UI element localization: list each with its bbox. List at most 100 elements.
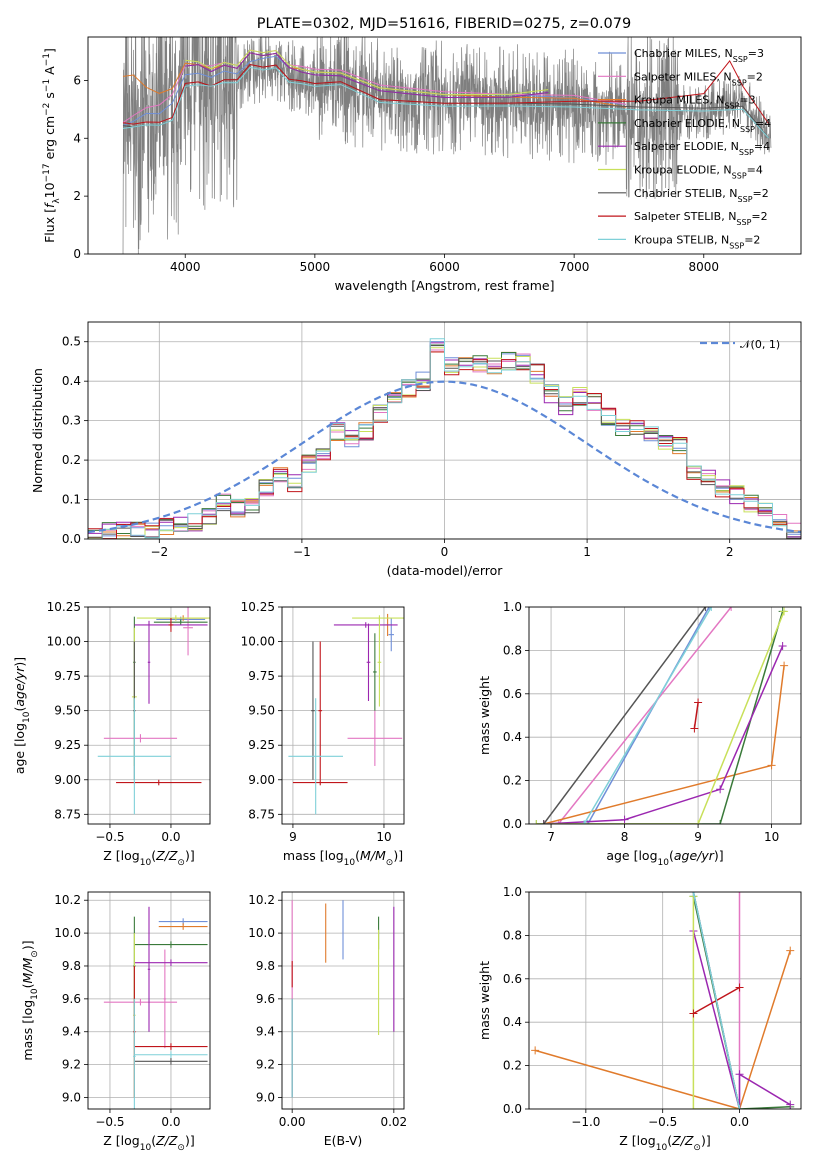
y-tick-label: 8.75 — [248, 807, 275, 821]
model-line — [122, 59, 770, 125]
y-tick-label: 9.50 — [54, 704, 81, 718]
label-part: age/yr — [12, 666, 27, 707]
legend-name: Kroupa STELIB, N — [634, 233, 729, 246]
x-tick-label: −0.5 — [648, 1115, 677, 1129]
label-part: ] — [42, 48, 57, 53]
y-tick-label: 10.25 — [241, 600, 275, 614]
legend-entry: Chabrier MILES, NSSP=3 — [634, 47, 764, 64]
weight-line — [557, 607, 732, 824]
y-tick-label: 9.75 — [54, 669, 81, 683]
label-part: mass weight — [477, 676, 492, 755]
y-tick-label: 9.8 — [256, 959, 275, 973]
axes-frame-weight_vs_Z — [528, 891, 802, 1110]
label-part: −2 — [42, 103, 52, 116]
plot-area-residuals — [88, 322, 801, 539]
label-part: M/M — [360, 848, 386, 863]
x-tick-label: 9 — [694, 830, 702, 844]
weight-marker — [694, 698, 703, 707]
y-tick-label: 10.25 — [47, 600, 81, 614]
legend-entry: Kroupa STELIB, NSSP=2 — [634, 233, 760, 250]
label-part: Z/Z — [671, 1133, 694, 1148]
y-tick-label: 9.75 — [248, 669, 275, 683]
weight-marker — [735, 1105, 744, 1109]
plot-area-mass_vs_ebv — [282, 892, 404, 1109]
legend-nssp: =2 — [744, 233, 760, 246]
residual-y-label: Normed distribution — [30, 368, 45, 493]
y-tick-label: 10.2 — [54, 893, 81, 907]
label-part: 10 — [656, 1143, 668, 1153]
weight-marker — [778, 642, 787, 651]
x-tick-label: 9 — [289, 830, 297, 844]
y-tick-label: 9.0 — [256, 1090, 275, 1104]
weight-marker — [786, 1100, 795, 1109]
y-tick-label: 9.00 — [54, 773, 81, 787]
label-part: erg cm — [42, 116, 57, 164]
label-part: Z [log — [103, 848, 139, 863]
y-axis-label-mass_vs_Z: mass [log10(M/M⊙)] — [20, 940, 40, 1060]
plot-area-weight_vs_age — [529, 607, 801, 824]
weight-marker — [554, 820, 563, 824]
x-tick-label: 0 — [441, 545, 449, 559]
axes-frame-age_vs_mass — [281, 606, 405, 825]
observed-spectrum-line — [122, 37, 772, 254]
label-part: age [log — [606, 848, 657, 863]
x-axis-label-age_vs_mass: mass [log10(M/M⊙)] — [283, 848, 403, 868]
label-part: Normed distribution — [30, 368, 45, 493]
y-tick-label: 0.3 — [62, 414, 81, 428]
weight-marker — [716, 820, 725, 824]
y-tick-label: 0.2 — [503, 774, 522, 788]
label-part: 10 — [140, 1143, 152, 1153]
weight-marker — [539, 820, 548, 824]
label-part: ( — [20, 983, 35, 988]
weight-line — [536, 611, 784, 824]
label-part: Z/Z — [155, 1133, 178, 1148]
x-tick-label: −1 — [293, 545, 311, 559]
y-tick-label: 9.6 — [256, 992, 275, 1006]
legend-name: Kroupa ELODIE, N — [634, 164, 732, 177]
legend-name: Chabrier ELODIE, N — [634, 117, 740, 130]
legend-nssp: =4 — [754, 140, 770, 153]
weight-marker — [689, 1105, 698, 1109]
weight-marker — [701, 607, 710, 611]
label-part: )] — [20, 940, 35, 950]
label-part: )] — [714, 848, 724, 863]
y-tick-label: 10.00 — [47, 635, 81, 649]
y-tick-label: 0.1 — [62, 493, 81, 507]
x-tick-label: 0.0 — [161, 1115, 180, 1129]
x-tick-label: 0.00 — [279, 1115, 306, 1129]
y-axis-label-weight_vs_age: mass weight — [477, 676, 492, 755]
axes-frame-weight_vs_age — [528, 606, 802, 825]
x-tick-label: −1.0 — [571, 1115, 600, 1129]
weight-line — [583, 607, 712, 824]
label-part: 10 — [42, 182, 57, 198]
label-part: )] — [185, 848, 195, 863]
model-line — [122, 66, 769, 139]
legend-entry: Kroupa ELODIE, NSSP=4 — [634, 164, 763, 181]
label-part: Flux [ — [42, 208, 57, 243]
weight-marker — [620, 815, 629, 824]
plot-area-weight_vs_Z — [529, 892, 801, 1109]
weight-marker — [780, 607, 789, 616]
y-tick-label: 6 — [73, 73, 81, 87]
y-tick-label: 2 — [73, 189, 81, 203]
y-tick-label: 0.4 — [62, 374, 81, 388]
panel-residuals: −2 −1 0 1 2 0.0 0.1 0.2 0.3 0.4 0.5 (data-model)/er… — [30, 321, 802, 578]
y-tick-label: 10.00 — [241, 635, 275, 649]
x-tick-label: 1 — [583, 545, 591, 559]
panel-weight_vs_Z: −1.0 −0.5 0.0 0.0 0.2 0.4 0.6 0.8 1.0 Z [log10(Z/… — [477, 885, 802, 1153]
weight-marker — [786, 946, 795, 955]
label-part: ( — [151, 1133, 156, 1148]
y-tick-label: 9.8 — [62, 959, 81, 973]
y-tick-label: 0.8 — [503, 643, 522, 657]
legend-nssp: =4 — [747, 164, 763, 177]
label-part: −1 — [42, 53, 52, 66]
x-axis-label-age_vs_Z: Z [log10(Z/Z⊙)] — [103, 848, 194, 868]
weight-marker — [727, 607, 736, 611]
label-part: ( — [151, 848, 156, 863]
plot-area-mass_vs_Z — [88, 892, 210, 1109]
histogram-step — [88, 338, 801, 539]
legend-name: Chabrier STELIB, N — [634, 187, 738, 200]
y-tick-label: 9.2 — [256, 1058, 275, 1072]
legend-nssp: =3 — [739, 94, 755, 107]
